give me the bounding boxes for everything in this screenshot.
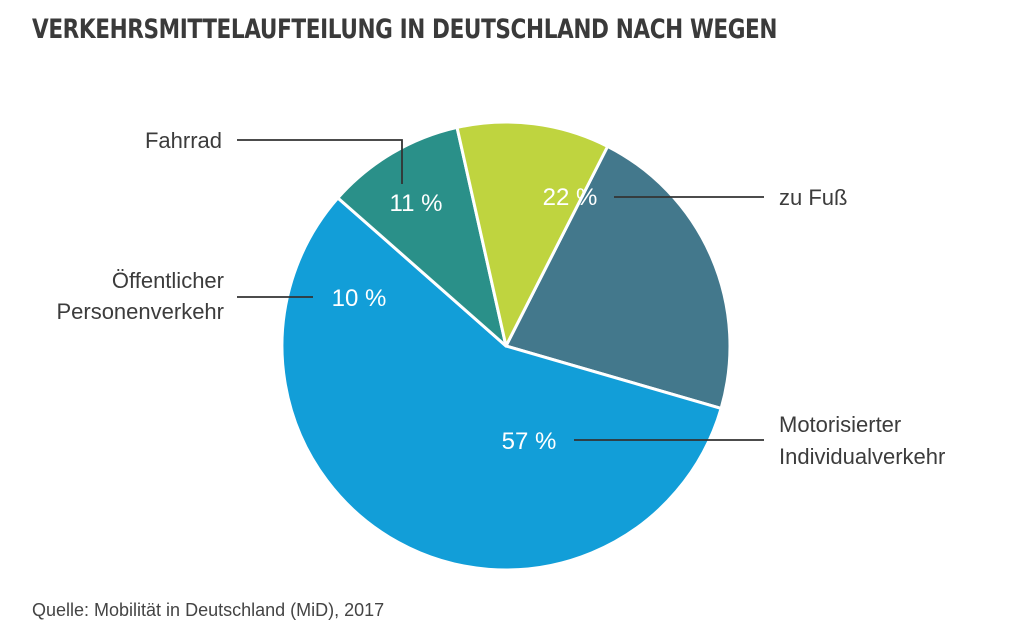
slice-value-zu-fuss: 22 % xyxy=(543,184,598,211)
pie-slice-motorisierter-individualverkehr xyxy=(280,196,723,572)
slice-label-oeffentlicher-personenverkehr: Öffentlicher Personenverkehr xyxy=(56,268,224,324)
slice-label-fahrrad: Fahrrad xyxy=(145,128,222,153)
pie-slice-fahrrad xyxy=(455,120,610,348)
slice-value-oeffentlicher-personenverkehr: 10 % xyxy=(332,285,387,312)
pie-slice-zu-fuss xyxy=(504,144,732,410)
slice-label-zu-fuss: zu Fuß xyxy=(779,185,847,210)
leader-line-fahrrad xyxy=(237,139,403,184)
source-note: Quelle: Mobilität in Deutschland (MiD), … xyxy=(32,600,385,620)
slice-value-motorisierter-individualverkehr: 57 % xyxy=(502,428,557,455)
slice-label-motorisierter-individualverkehr: Motorisierter Individualverkehr xyxy=(779,412,945,469)
chart-title: VERKEHRSMITTELAUFTEILUNG IN DEUTSCHLAND … xyxy=(32,14,778,45)
pie-slice-oeffentlicher-personenverkehr xyxy=(336,125,508,348)
slice-value-fahrrad: 11 % xyxy=(390,190,443,217)
